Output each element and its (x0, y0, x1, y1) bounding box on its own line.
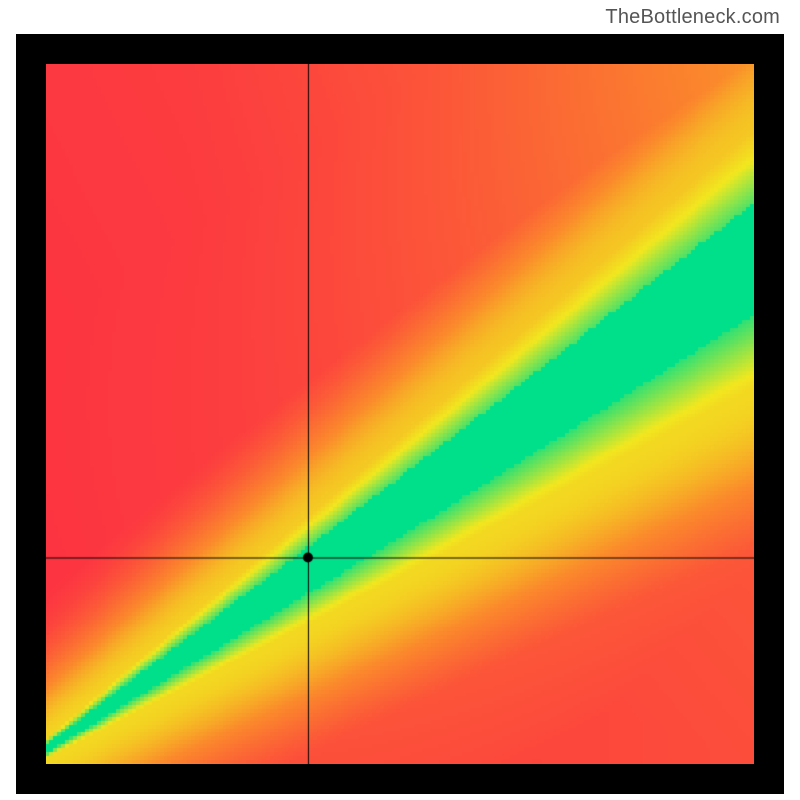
heatmap-canvas (46, 64, 754, 764)
chart-container: TheBottleneck.com (0, 0, 800, 800)
watermark-text: TheBottleneck.com (605, 6, 780, 29)
plot-frame (16, 34, 784, 794)
plot-inner (46, 64, 754, 764)
